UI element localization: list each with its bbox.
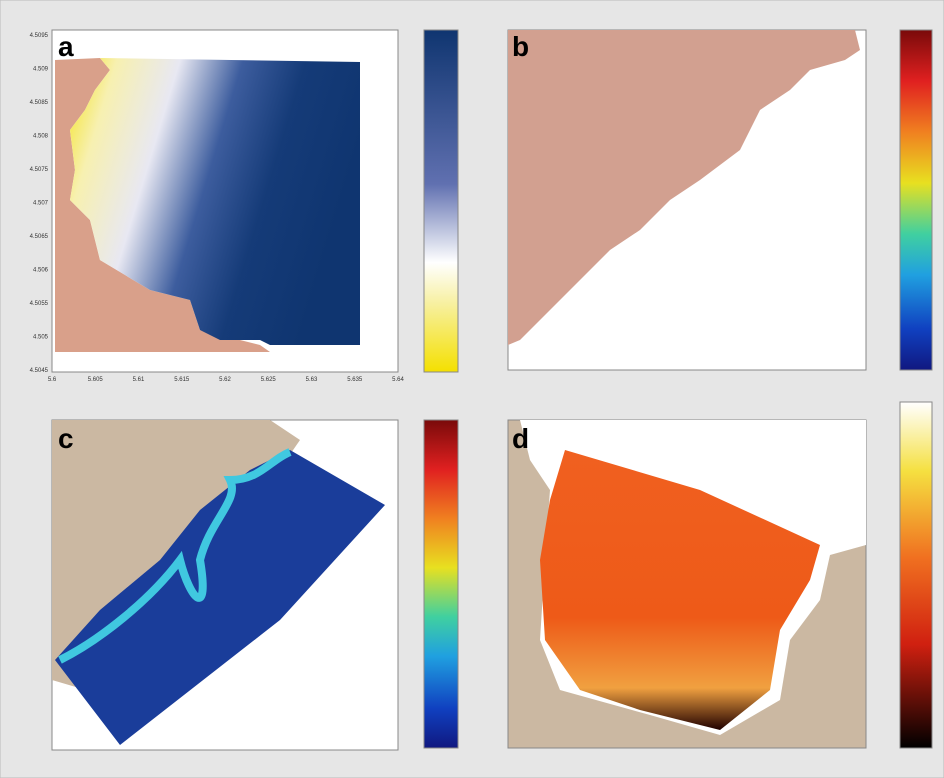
y-tick-label: 4.5065 xyxy=(30,234,49,240)
y-tick-label: 4.509 xyxy=(33,67,49,73)
colorbar xyxy=(424,30,458,372)
y-tick-label: 4.505 xyxy=(33,335,49,341)
y-tick-label: 4.5075 xyxy=(30,167,49,173)
x-tick-label: 5.63 xyxy=(306,377,318,383)
panel-label: b xyxy=(512,31,529,62)
colorbar xyxy=(424,420,458,748)
y-tick-label: 4.5095 xyxy=(30,33,49,39)
x-tick-label: 5.61 xyxy=(133,377,145,383)
x-tick-label: 5.605 xyxy=(88,377,104,383)
y-tick-label: 4.507 xyxy=(33,201,49,207)
colorbar xyxy=(900,402,932,748)
y-tick-label: 4.508 xyxy=(33,134,49,140)
x-tick-label: 5.6 xyxy=(48,377,57,383)
x-tick-label: 5.635 xyxy=(347,377,363,383)
panel-label: d xyxy=(512,423,529,454)
colorbar xyxy=(900,30,932,370)
y-tick-label: 4.5055 xyxy=(30,301,49,307)
panel-label: c xyxy=(58,423,74,454)
x-tick-label: 5.625 xyxy=(261,377,277,383)
x-tick-label: 5.615 xyxy=(174,377,190,383)
x-tick-label: 5.62 xyxy=(219,377,231,383)
y-tick-label: 4.506 xyxy=(33,268,49,274)
y-tick-label: 4.5045 xyxy=(30,368,49,374)
panel-label: a xyxy=(58,31,74,62)
x-tick-label: 5.64 xyxy=(392,377,404,383)
figure: a b c d 5.6 5.605 5.61 5.615 5.62 5.625 5.63 5.… xyxy=(0,0,944,778)
y-tick-label: 4.5085 xyxy=(30,100,49,106)
